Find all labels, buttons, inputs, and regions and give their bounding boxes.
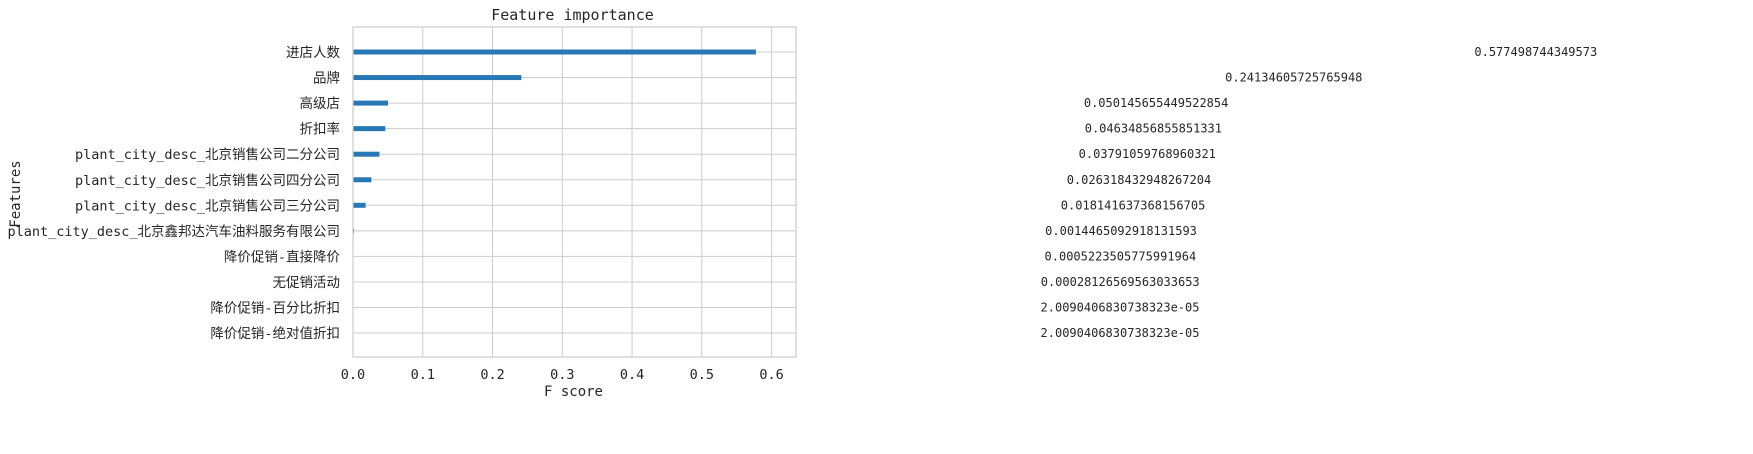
bar [353, 151, 380, 157]
x-tick-label: 0.4 [620, 367, 644, 383]
bars [353, 49, 756, 336]
plot-frame [352, 26, 797, 358]
x-tick-label: 0.6 [759, 367, 783, 383]
bar [353, 177, 372, 183]
x-tick-labels: 0.0 0.1 0.2 0.3 0.4 0.5 0.6 [341, 367, 784, 383]
value-label: 0.03791059768960321 [1079, 147, 1216, 161]
value-labels: 0.577498744349573 0.24134605725765948 0.05… [1041, 45, 1598, 340]
bar [353, 100, 388, 106]
y-tick-label: plant_city_desc_北京销售公司四分公司 [75, 173, 340, 189]
bar [353, 126, 386, 132]
value-label: 2.0090406830738323e-05 [1041, 326, 1200, 340]
grid [352, 27, 796, 357]
y-tick-label: 降价促销-直接降价 [224, 248, 341, 265]
value-label: 0.24134605725765948 [1225, 71, 1362, 85]
x-tick-label: 0.3 [550, 367, 574, 383]
y-tick-label: 折扣率 [300, 121, 341, 138]
x-tick-label: 0.0 [341, 367, 365, 383]
value-label: 2.0090406830738323e-05 [1041, 301, 1200, 315]
y-tick-label: 高级店 [300, 95, 341, 112]
x-tick-label: 0.5 [690, 367, 714, 383]
value-label: 0.00028126569563033653 [1041, 275, 1200, 289]
y-tick-label: 无促销活动 [273, 275, 341, 291]
x-axis-label: F score [544, 384, 603, 400]
x-tick-label: 0.2 [480, 367, 504, 383]
chart-title: Feature importance [491, 6, 654, 24]
value-label: 0.0014465092918131593 [1045, 224, 1197, 238]
y-tick-label: plant_city_desc_北京销售公司三分公司 [75, 198, 340, 214]
y-tick-label: plant_city_desc_北京鑫邦达汽车油料服务有限公司 [7, 223, 340, 240]
value-label: 0.018141637368156705 [1061, 198, 1206, 212]
bar [353, 75, 522, 81]
value-label: 0.04634856855851331 [1085, 122, 1222, 136]
y-axis-label: Features [8, 160, 24, 227]
value-label: 0.050145655449522854 [1084, 96, 1229, 110]
y-tick-label: 降价促销-绝对值折扣 [210, 326, 340, 342]
value-label: 0.577498744349573 [1474, 45, 1597, 59]
y-tick-label: plant_city_desc_北京销售公司二分公司 [75, 147, 340, 163]
x-tick-label: 0.1 [411, 367, 435, 383]
value-label: 0.026318432948267204 [1067, 173, 1212, 187]
y-tick-label: 进店人数 [286, 45, 340, 61]
bar [353, 49, 756, 55]
bar [353, 202, 366, 208]
y-tick-label: 降价促销-百分比折扣 [210, 301, 340, 317]
y-tick-label: 品牌 [313, 70, 340, 87]
value-label: 0.0005223505775991964 [1045, 249, 1197, 263]
